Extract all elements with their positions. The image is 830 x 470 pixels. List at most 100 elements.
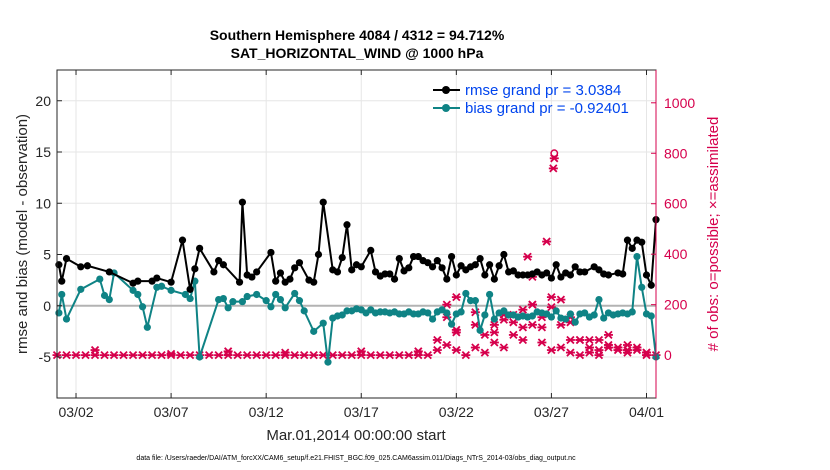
- assimilated-count-marker: [451, 328, 461, 337]
- observation-count-series: [52, 149, 661, 360]
- rmse-point: [105, 268, 113, 276]
- assimilated-count-marker: [366, 350, 376, 360]
- assimilated-count-marker: [223, 347, 233, 356]
- rmse-point: [291, 264, 299, 272]
- data-file-footnote: data file: /Users/raeder/DAI/ATM_forcXX/…: [136, 455, 576, 462]
- bias-point: [490, 315, 498, 323]
- bias-point: [100, 291, 109, 300]
- y-axis-left-label: rmse and bias (model - observation): [14, 114, 31, 354]
- bias-point: [272, 290, 280, 299]
- assimilated-count-marker: [347, 350, 357, 360]
- y-right-tick-label: 800: [664, 145, 688, 161]
- assimilated-count-marker: [584, 343, 594, 352]
- bias-point: [571, 318, 579, 326]
- assimilated-count-marker: [138, 350, 148, 360]
- assimilated-count-marker: [413, 347, 423, 356]
- rmse-point: [452, 271, 460, 279]
- plot-area: [52, 69, 661, 399]
- assimilated-count-marker: [214, 350, 224, 360]
- assimilated-count-marker: [527, 320, 537, 329]
- assimilated-count-marker: [603, 330, 613, 340]
- assimilated-count-marker: [499, 343, 509, 352]
- assimilated-count-marker: [100, 350, 110, 360]
- assimilated-count-marker: [556, 295, 566, 304]
- rmse-point: [62, 255, 71, 263]
- assimilated-count-marker: [176, 350, 186, 360]
- assimilated-count-marker: [518, 323, 528, 332]
- y-axis-right-ticks: 0 200 400 600 800 1000: [651, 70, 695, 398]
- rmse-point: [319, 198, 327, 206]
- assimilated-count-marker: [166, 349, 176, 358]
- rmse-point: [500, 250, 508, 259]
- rmse-point: [623, 236, 632, 244]
- assimilated-count-marker: [185, 350, 195, 360]
- bias-point: [281, 304, 289, 312]
- assimilated-count-marker: [128, 350, 138, 360]
- rmse-point: [552, 261, 560, 269]
- assimilated-count-marker: [641, 348, 651, 357]
- legend-rmse-label: rmse grand pr = 3.0384: [465, 82, 621, 99]
- assimilated-count-marker: [489, 338, 499, 347]
- bias-point: [562, 315, 570, 323]
- assimilated-count-marker: [565, 335, 575, 345]
- rmse-point: [414, 252, 422, 261]
- rmse-point: [543, 269, 551, 277]
- assimilated-count-marker: [523, 252, 533, 261]
- assimilated-count-marker: [233, 350, 243, 360]
- bias-point: [310, 327, 318, 335]
- y-right-tick-label: 600: [664, 196, 688, 212]
- bias-point: [443, 309, 451, 317]
- y-axis-left-ticks: -5 0 5 10 15 20: [35, 93, 62, 365]
- assimilated-count-marker: [385, 350, 395, 360]
- bias-point: [566, 310, 575, 318]
- assimilated-count-marker: [261, 350, 271, 360]
- assimilated-count-marker: [423, 350, 433, 360]
- assimilated-count-marker: [537, 338, 547, 347]
- bias-point: [138, 303, 147, 311]
- bias-point: [547, 313, 556, 321]
- legend-bias-marker: [442, 104, 450, 112]
- rmse-point: [310, 278, 318, 286]
- assimilated-count-marker: [280, 348, 290, 357]
- assimilated-count-marker: [508, 330, 518, 340]
- bias-point: [476, 326, 484, 334]
- assimilated-count-marker: [157, 350, 167, 360]
- rmse-point: [557, 273, 565, 281]
- y-left-tick-label: 15: [35, 144, 51, 160]
- x-axis-ticks: 03/02 03/07 03/12 03/17 03/22 03/27 04/01: [58, 70, 664, 420]
- assimilated-count-marker: [548, 164, 558, 173]
- bias-point: [528, 312, 536, 320]
- y-right-tick-label: 0: [664, 347, 672, 363]
- assimilated-count-marker: [432, 335, 442, 345]
- assimilated-count-marker: [375, 350, 385, 360]
- assimilated-count-marker: [575, 350, 585, 360]
- y-left-tick-label: 10: [35, 195, 51, 211]
- assimilated-count-marker: [204, 350, 214, 360]
- rmse-point: [428, 263, 437, 271]
- bias-point: [647, 312, 655, 320]
- x-tick-label: 03/22: [439, 404, 474, 420]
- rmse-point: [628, 244, 636, 252]
- assimilated-count-marker: [603, 343, 613, 352]
- bias-point: [319, 319, 327, 327]
- x-tick-label: 04/01: [629, 404, 664, 420]
- rmse-point: [595, 266, 603, 274]
- rmse-point: [286, 275, 294, 283]
- bias-point: [167, 286, 175, 294]
- bias-point: [486, 290, 494, 299]
- rmse-point: [348, 266, 356, 274]
- bias-point: [600, 314, 608, 322]
- bias-point: [181, 290, 189, 299]
- y-right-tick-label: 400: [664, 246, 688, 262]
- assimilated-count-marker: [546, 292, 556, 302]
- bias-point: [229, 298, 237, 306]
- assimilated-count-marker: [432, 345, 442, 355]
- x-gridlines: [75, 70, 647, 398]
- rmse-point: [314, 250, 323, 259]
- rmse-point: [235, 278, 244, 286]
- bias-point: [262, 297, 270, 305]
- rmse-point: [581, 268, 589, 276]
- rmse-point: [219, 261, 227, 269]
- rmse-point: [495, 262, 503, 270]
- rmse-point: [566, 271, 575, 279]
